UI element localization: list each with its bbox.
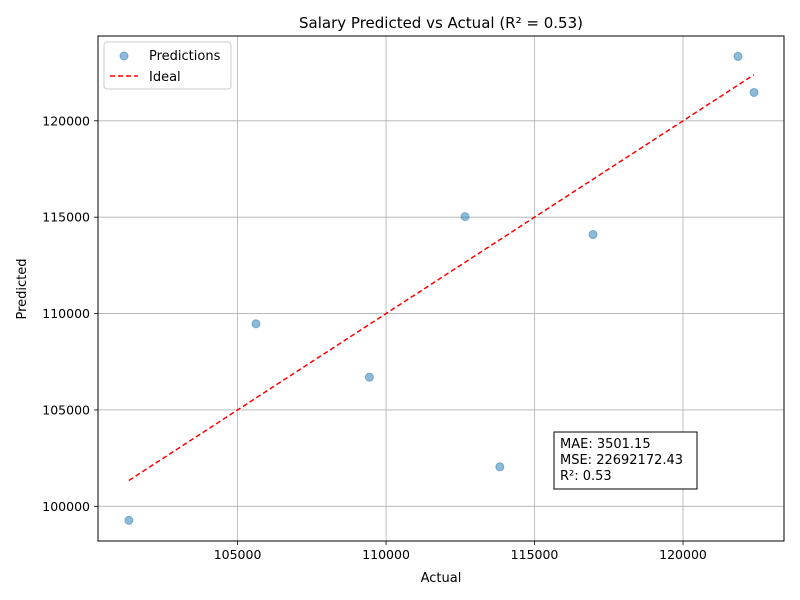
prediction-point <box>364 372 374 382</box>
prediction-point <box>495 462 505 472</box>
metrics-mae: MAE: 3501.15 <box>560 437 651 452</box>
y-tick-label: 100000 <box>42 499 90 514</box>
y-tick-label: 105000 <box>42 402 90 417</box>
grid-lines <box>98 36 784 541</box>
legend-box <box>103 41 232 90</box>
plot-frame <box>97 35 785 542</box>
chart-title: Salary Predicted vs Actual (R² = 0.53) <box>299 14 583 32</box>
x-tick-label: 110000 <box>362 547 410 562</box>
y-tick-label: 115000 <box>42 210 90 225</box>
legend-marker-predictions <box>119 51 129 61</box>
ideal-line <box>128 74 755 482</box>
prediction-point <box>460 212 470 222</box>
y-axis-label: Predicted <box>15 258 30 319</box>
y-axis-ticks: 100000 105000 110000 115000 120000 <box>42 113 98 514</box>
x-axis-ticks: 105000 110000 115000 120000 <box>214 541 707 562</box>
x-tick-label: 115000 <box>511 547 559 562</box>
metrics-box: MAE: 3501.15 MSE: 22692172.43 R²: 0.53 <box>553 431 698 490</box>
legend-label-predictions: Predictions <box>149 49 221 64</box>
prediction-point <box>733 51 743 61</box>
y-tick-label: 110000 <box>42 306 90 321</box>
metrics-box-frame <box>553 431 698 490</box>
prediction-point <box>749 87 759 97</box>
metrics-mse: MSE: 22692172.43 <box>560 453 683 468</box>
x-tick-label: 120000 <box>659 547 707 562</box>
x-tick-label: 105000 <box>214 547 262 562</box>
legend-label-ideal: Ideal <box>149 70 181 85</box>
y-tick-label: 120000 <box>42 113 90 128</box>
metrics-r2: R²: 0.53 <box>560 469 612 484</box>
legend: Predictions Ideal <box>103 41 232 90</box>
prediction-point <box>124 515 134 525</box>
x-axis-label: Actual <box>421 571 462 586</box>
prediction-points-layer <box>124 51 759 525</box>
prediction-point <box>251 319 261 329</box>
ideal-line-layer <box>128 74 755 482</box>
prediction-point <box>588 230 598 240</box>
